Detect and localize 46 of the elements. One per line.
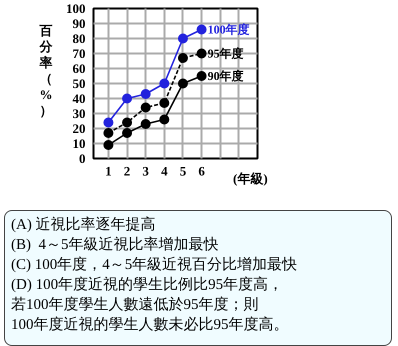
point — [140, 119, 151, 129]
x-tick-label: 4 — [161, 164, 168, 178]
x-tick-label: 6 — [198, 164, 206, 178]
y-tick-label: 10 — [72, 136, 86, 151]
text: (B) 4～5年級近視比率增加最快 — [11, 235, 220, 255]
point — [140, 102, 151, 112]
series-label: 95年度 — [208, 46, 244, 60]
text: 若100年度學生人數遠低於95年度；則 — [11, 295, 260, 315]
x-tick-label: 1 — [105, 164, 112, 178]
text: (D) 100年度近視的學生比例比95年度高， — [11, 275, 284, 295]
y-tick-label: 0 — [79, 151, 86, 166]
point — [196, 24, 207, 34]
x-axis-title: (年級) — [233, 170, 268, 188]
point — [178, 53, 188, 63]
y-axis-title: 百分率（%） — [40, 23, 52, 119]
point — [103, 140, 114, 150]
point — [159, 98, 170, 108]
point — [122, 94, 132, 104]
text: 100年度近視的學生人數未必比95年度高。 — [11, 315, 290, 335]
point — [196, 71, 207, 81]
x-tick-label: 3 — [142, 164, 150, 178]
x-tick-label: 5 — [180, 164, 187, 178]
point — [122, 128, 132, 138]
y-tick-label: 80 — [72, 31, 86, 46]
point — [178, 34, 188, 44]
point — [178, 78, 188, 88]
y-tick-label: 60 — [72, 61, 86, 76]
point — [196, 48, 207, 58]
y-tick-label: 90 — [72, 16, 86, 31]
y-tick-label: 50 — [72, 76, 86, 91]
text: (C) 100年度，4～5年級近視百分比增加最快 — [11, 255, 298, 275]
y-tick-label: 70 — [72, 46, 86, 61]
point — [122, 118, 132, 128]
x-tick-label: 2 — [124, 164, 130, 178]
point — [159, 78, 170, 88]
y-tick-label: 100 — [66, 1, 86, 16]
y-tick-label: 20 — [72, 121, 86, 136]
y-tick-label: 40 — [72, 91, 86, 106]
y-tick-label: 30 — [72, 106, 86, 121]
point — [140, 89, 151, 99]
point — [103, 118, 114, 128]
text: (A) 近視比率逐年提高 — [11, 215, 157, 235]
point — [159, 114, 170, 124]
series-label: 90年度 — [208, 69, 244, 83]
series-label: 100年度 — [208, 22, 250, 36]
point — [103, 128, 114, 138]
